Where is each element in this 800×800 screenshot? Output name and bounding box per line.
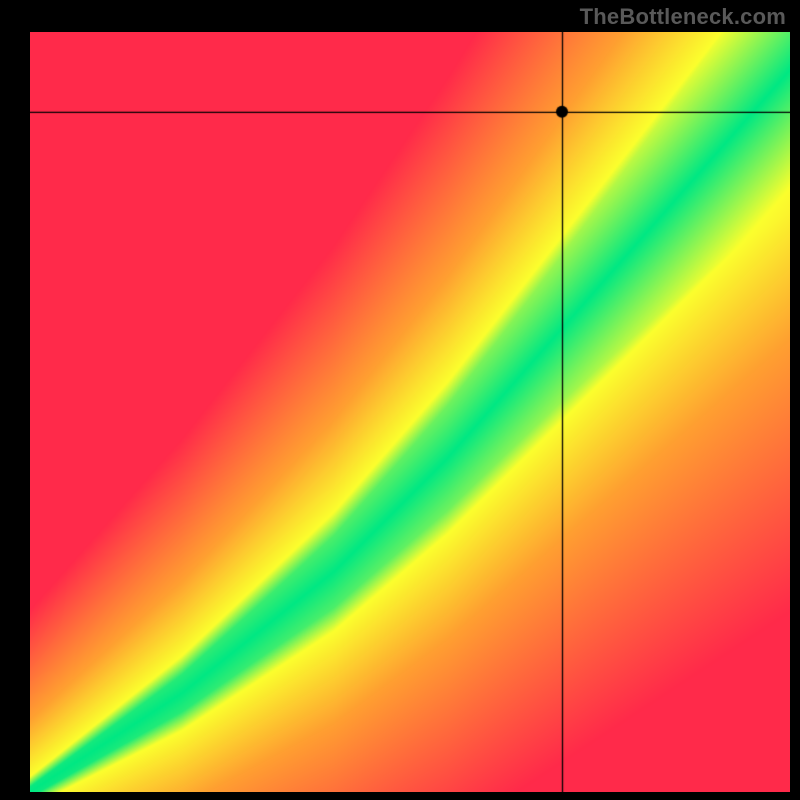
watermark-text: TheBottleneck.com — [580, 4, 786, 30]
bottleneck-heatmap — [30, 32, 790, 792]
chart-container: TheBottleneck.com — [0, 0, 800, 800]
